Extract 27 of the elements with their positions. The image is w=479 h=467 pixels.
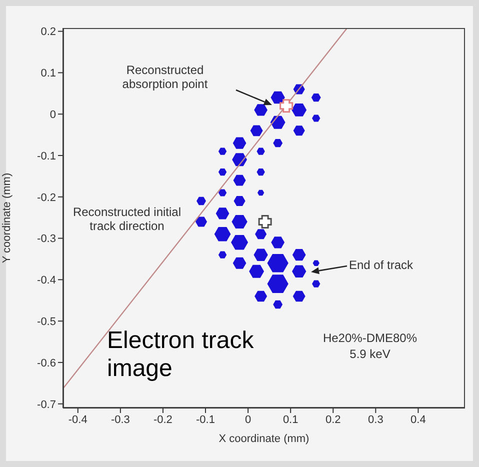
x-tick-label: 0.1 — [282, 414, 298, 426]
y-tick-label: -0.1 — [37, 150, 56, 162]
annotation: Reconstructed absorption point — [121, 63, 209, 92]
x-tick-label: 0.4 — [410, 414, 426, 426]
x-tick-label: -0.1 — [196, 414, 215, 426]
y-tick-label: 0 — [50, 109, 56, 122]
x-tick-label: 0 — [244, 414, 252, 426]
x-tick-label: -0.3 — [110, 414, 130, 426]
y-tick-label: -0.3 — [37, 233, 56, 246]
annotation: End of track — [349, 258, 414, 273]
y-tick-label: -0.7 — [37, 398, 56, 411]
x-tick-label: -0.4 — [68, 414, 88, 426]
x-axis-title: X coordinate (mm) — [218, 432, 310, 445]
annotation: Electron track image — [107, 327, 255, 382]
y-axis-title: Y coordinate (mm) — [0, 172, 13, 264]
x-tick-label: 0.2 — [325, 414, 341, 426]
x-tick-label: -0.2 — [153, 414, 172, 426]
y-tick-label: -0.4 — [37, 274, 56, 287]
annotation: 5.9 keV — [348, 347, 392, 362]
x-tick-label: 0.3 — [368, 414, 384, 426]
y-tick-label: 0.2 — [40, 26, 56, 38]
annotation: He20%-DME80% — [322, 331, 418, 346]
annotation: Reconstructed initial track direction — [72, 205, 182, 234]
y-tick-label: -0.5 — [37, 316, 56, 328]
y-tick-label: 0.1 — [40, 68, 56, 80]
y-tick-label: -0.6 — [37, 357, 56, 370]
y-tick-label: -0.2 — [37, 192, 56, 204]
